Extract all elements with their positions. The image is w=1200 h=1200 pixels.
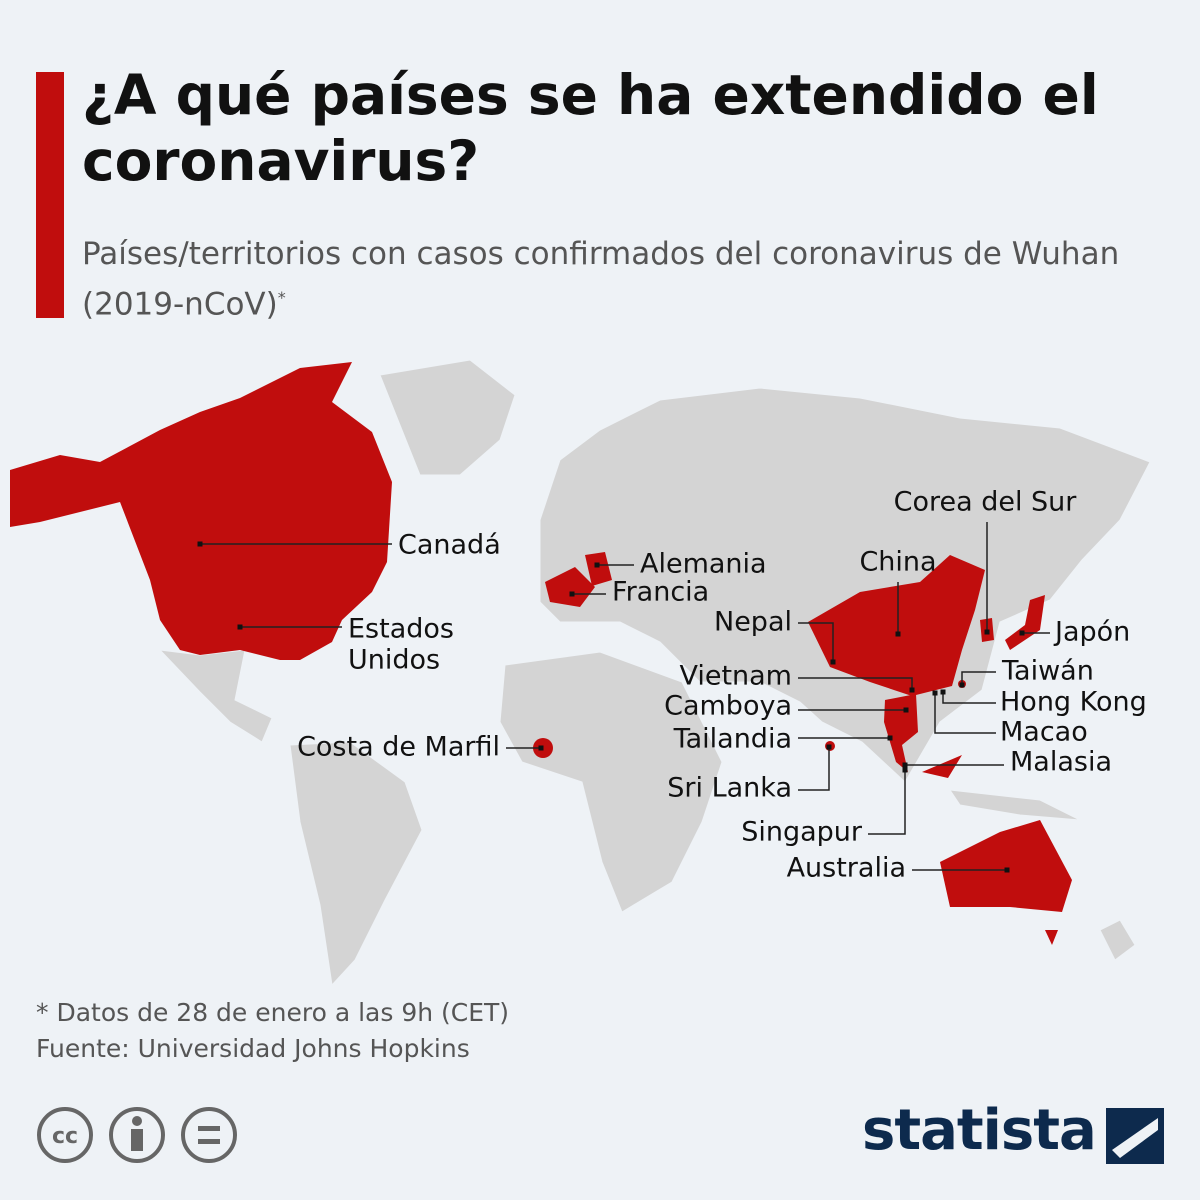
country-label: Francia: [612, 577, 709, 608]
location-dot: [940, 689, 946, 695]
country-label: Camboya: [664, 691, 792, 722]
footnote: * Datos de 28 de enero a las 9h (CET): [36, 998, 510, 1027]
country-label: Taiwán: [1001, 656, 1094, 687]
location-dot: [895, 631, 901, 637]
affected-countries: [10, 362, 1072, 945]
country-label: Hong Kong: [1000, 687, 1147, 718]
country-label: Malasia: [1010, 747, 1112, 778]
country-label: Japón: [1053, 617, 1130, 648]
location-dot: [902, 762, 908, 768]
location-dot: [959, 682, 965, 688]
leader-lines: [200, 522, 1050, 871]
location-dot: [830, 659, 836, 665]
subtitle-text: Países/territorios con casos confirmados…: [82, 236, 1120, 323]
location-dot: [197, 541, 203, 547]
country-label: Canadá: [398, 530, 501, 561]
country-label: Macao: [1000, 717, 1088, 748]
subtitle-mark: *: [277, 288, 286, 307]
country-label: Costa de Marfil: [297, 732, 500, 763]
country-label: China: [859, 547, 936, 578]
title: ¿A qué países se ha extendido el coronav…: [82, 63, 1099, 193]
accent-bar: [36, 72, 64, 318]
location-dot: [984, 629, 990, 635]
country-label: Unidos: [348, 645, 440, 676]
country-label: Sri Lanka: [667, 773, 792, 804]
land: [158, 359, 1151, 987]
brand: statista: [862, 1098, 1097, 1163]
country-label: Nepal: [714, 607, 792, 638]
location-dot: [932, 690, 938, 696]
location-dot: [594, 562, 600, 568]
source: Fuente: Universidad Johns Hopkins: [36, 1034, 470, 1063]
location-dot: [903, 707, 909, 713]
location-dot: [569, 591, 575, 597]
country-label: Estados: [348, 614, 454, 645]
location-dot: [909, 687, 915, 693]
country-label: Singapur: [741, 817, 863, 848]
location-dot: [1019, 630, 1025, 636]
country-label: Corea del Sur: [894, 487, 1078, 518]
country-label: Australia: [787, 853, 906, 884]
location-dot: [1004, 867, 1010, 873]
location-dot: [237, 624, 243, 630]
location-dot: [902, 767, 908, 773]
subtitle: Países/territorios con casos confirmados…: [82, 232, 1162, 326]
country-label: Vietnam: [679, 661, 792, 692]
country-label: Tailandia: [673, 724, 792, 755]
location-dot: [826, 744, 832, 750]
location-dot: [538, 745, 544, 751]
country-label: Alemania: [640, 549, 767, 580]
location-dot: [887, 735, 893, 741]
